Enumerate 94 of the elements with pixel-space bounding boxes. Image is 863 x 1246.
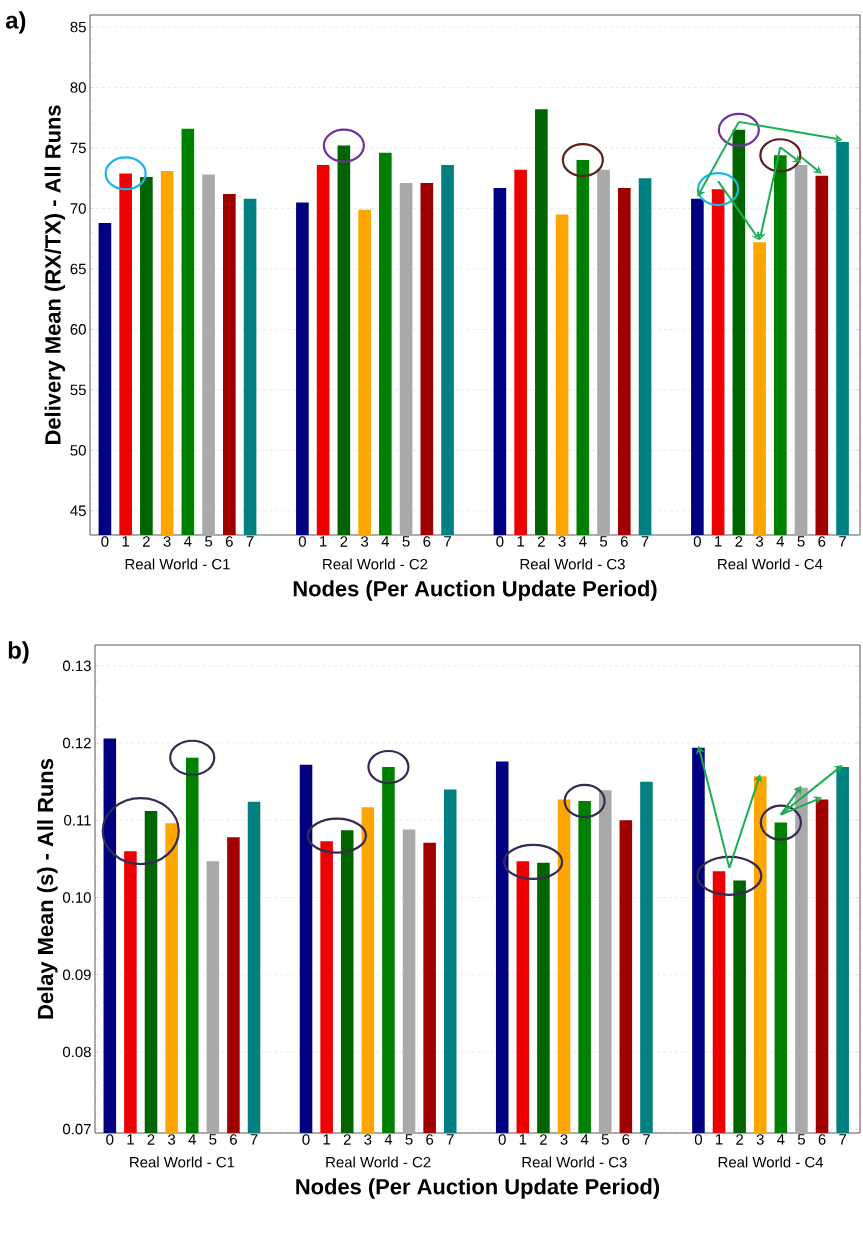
- series-label: 1: [127, 1134, 134, 1145]
- text: 7: [839, 536, 846, 547]
- y-tick-label: 0.09: [62, 969, 91, 980]
- text: 1: [320, 536, 327, 547]
- series-label: 5: [209, 1134, 217, 1145]
- series-label: 4: [184, 536, 192, 547]
- text: 4: [381, 536, 390, 547]
- series-label: 6: [225, 536, 233, 547]
- text: 1: [715, 536, 722, 547]
- y-tick-label: 0.12: [62, 737, 91, 749]
- text: 0: [496, 536, 504, 547]
- text: 3: [361, 536, 369, 547]
- x-tick-label: Real World - C4: [718, 1156, 824, 1168]
- text: 2: [735, 536, 743, 547]
- text: 7: [446, 1134, 454, 1145]
- y-tick-label: 0.08: [62, 1046, 91, 1058]
- text: 6: [622, 1134, 630, 1145]
- y-tick-label: 0.11: [64, 814, 91, 826]
- y-axis-title: Delivery Mean (RX/TX) - All Runs: [44, 105, 66, 445]
- x-tick-label: Real World - C3: [520, 558, 625, 570]
- series-label: 2: [147, 1134, 155, 1145]
- text: 5: [405, 1134, 413, 1145]
- x-tick-label: Real World - C1: [125, 558, 230, 570]
- text: 6: [423, 536, 431, 547]
- text: 3: [560, 1134, 568, 1145]
- text: 2: [537, 536, 545, 547]
- y-tick-label: 0.13: [62, 660, 91, 672]
- y-tick-label: 70: [70, 203, 86, 214]
- text: 2: [343, 1134, 351, 1145]
- text: 0: [498, 1134, 506, 1145]
- text: 7: [643, 1134, 650, 1145]
- text: 1: [517, 536, 525, 547]
- x-tick-label: Real World - C2: [323, 558, 428, 570]
- text: 6: [620, 536, 628, 547]
- series-label: 7: [246, 536, 254, 547]
- y-tick-label: 0.10: [62, 892, 91, 903]
- x-tick-label: Real World - C4: [718, 558, 823, 570]
- text: 5: [601, 1134, 609, 1145]
- series-label: 3: [168, 1134, 176, 1145]
- y-axis-title: Delay Mean (s) - All Runs: [37, 758, 58, 1019]
- x-axis-title: Nodes (Per Auction Update Period): [293, 580, 657, 601]
- x-axis-title: Nodes (Per Auction Update Period): [296, 1178, 660, 1199]
- text: 4: [777, 1134, 785, 1145]
- text: 4: [384, 1134, 393, 1145]
- text: 2: [540, 1134, 547, 1145]
- y-tick-label: 65: [70, 263, 86, 275]
- text: a): [5, 11, 26, 34]
- y-tick-label: 60: [70, 324, 86, 335]
- y-tick-label: 85: [70, 21, 86, 33]
- text: 7: [444, 536, 451, 547]
- text: 4: [776, 536, 785, 547]
- series-label: 3: [163, 536, 171, 547]
- y-tick-label: 80: [70, 82, 86, 93]
- text: 1: [716, 1134, 723, 1145]
- text: 6: [818, 536, 826, 547]
- text: 3: [755, 536, 764, 547]
- x-tick-label: Real World - C3: [522, 1156, 627, 1168]
- text: 0: [693, 536, 701, 547]
- text: 5: [797, 1134, 805, 1145]
- text: 0: [694, 1134, 702, 1145]
- y-tick-label: 45: [70, 505, 86, 517]
- y-tick-label: 75: [70, 142, 86, 154]
- text: 7: [839, 1134, 847, 1145]
- text: 4: [579, 536, 587, 547]
- text: 1: [323, 1134, 331, 1145]
- x-tick-label: Real World - C1: [130, 1156, 235, 1168]
- text: 3: [364, 1134, 372, 1145]
- series-label: 0: [106, 1134, 114, 1145]
- series-label: 6: [230, 1134, 237, 1145]
- text: b): [8, 641, 29, 664]
- text: 0: [298, 536, 306, 547]
- y-tick-label: 50: [70, 445, 86, 456]
- series-label: 4: [188, 1134, 196, 1145]
- text: 6: [426, 1134, 434, 1145]
- x-tick-label: Real World - C2: [326, 1156, 431, 1168]
- text: 4: [580, 1134, 589, 1145]
- text: 2: [340, 536, 348, 547]
- text: 1: [519, 1134, 527, 1145]
- text: 3: [558, 536, 566, 547]
- text: 0: [302, 1134, 310, 1145]
- series-label: 5: [205, 536, 213, 547]
- series-label: 1: [122, 536, 130, 547]
- text: 5: [797, 536, 805, 547]
- text: 5: [600, 536, 608, 547]
- series-label: 0: [101, 536, 109, 547]
- text: 6: [818, 1134, 826, 1145]
- series-label: 7: [250, 1134, 258, 1145]
- text: 2: [736, 1134, 744, 1145]
- series-label: 2: [142, 536, 150, 547]
- text: 5: [402, 536, 410, 547]
- text: 7: [641, 536, 649, 547]
- y-tick-label: 55: [70, 384, 86, 396]
- text: 3: [756, 1134, 764, 1145]
- y-tick-label: 0.07: [62, 1123, 91, 1135]
